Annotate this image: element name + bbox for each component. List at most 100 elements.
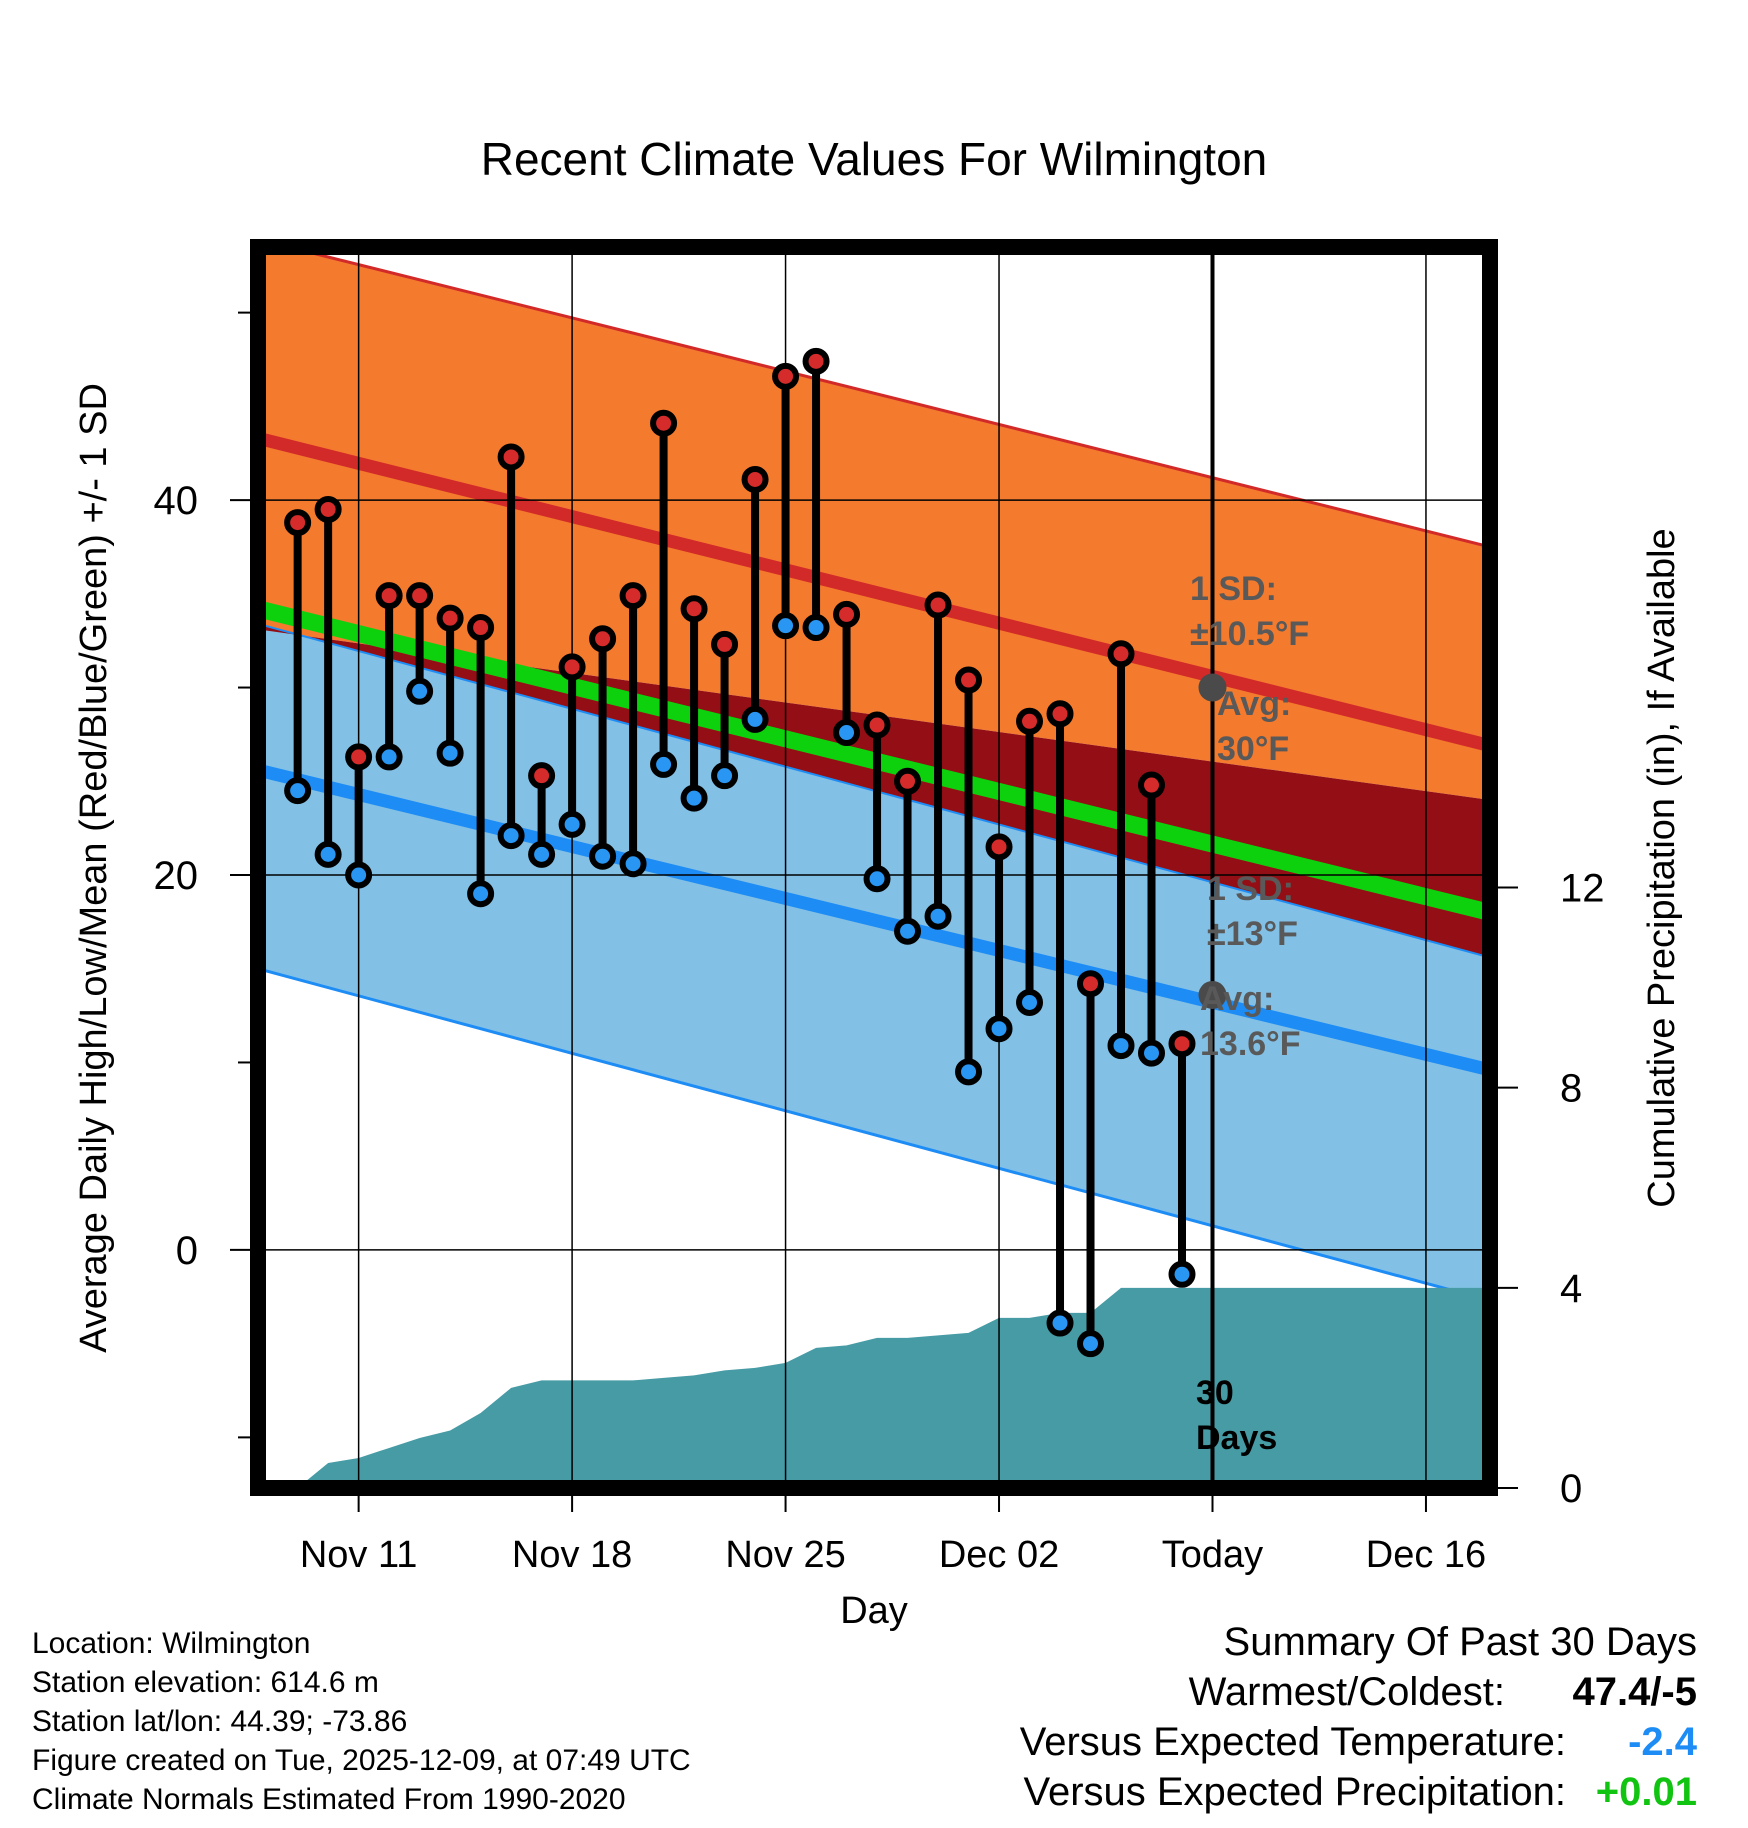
- info-location: Location: Wilmington: [32, 1627, 311, 1660]
- y2-axis-label: Cumulative Precipitation (in), If Availa…: [1641, 528, 1683, 1207]
- low-temp-point: [650, 750, 678, 778]
- high-plus-sd-line: [281, 247, 1490, 549]
- summary-temp-label: Versus Expected Temperature:: [1019, 1720, 1566, 1764]
- high-temp-point: [1107, 640, 1135, 668]
- low-temp-point: [589, 842, 617, 870]
- high-temp-point: [650, 409, 678, 437]
- y2-tick-label: 4: [1560, 1267, 1582, 1311]
- low-temp-point: [1138, 1039, 1166, 1067]
- summary-warmest-value: 47.4/-5: [1572, 1670, 1697, 1714]
- summary-precip-label: Versus Expected Precipitation:: [1023, 1770, 1566, 1814]
- low-temp-point: [345, 861, 373, 889]
- plot-area: 1 SD: ±10.5°F Avg: 30°F 1 SD: ±13°F Avg: 13.6°F…: [154, 239, 1605, 1576]
- high-temp-point: [528, 762, 556, 790]
- low-temp-point: [772, 612, 800, 640]
- low-temp-point: [680, 784, 708, 812]
- low-temp-point: [1107, 1032, 1135, 1060]
- high-temp-point: [680, 595, 708, 623]
- annotation-low-avg-label: Avg:: [1200, 980, 1274, 1018]
- high-temp-point: [741, 465, 769, 493]
- info-elevation: Station elevation: 614.6 m: [32, 1666, 379, 1699]
- annotation-high-avg-value: 30°F: [1217, 730, 1289, 768]
- high-temp-point: [955, 666, 983, 694]
- y-tick-label: 40: [154, 479, 199, 523]
- annotation-days-count: 30: [1196, 1374, 1234, 1412]
- high-temp-point: [345, 743, 373, 771]
- high-temp-point: [558, 653, 586, 681]
- y2-tick-label: 8: [1560, 1067, 1582, 1111]
- high-temp-point: [1077, 970, 1105, 998]
- low-temp-point: [497, 822, 525, 850]
- low-temp-point: [314, 840, 342, 868]
- low-temp-point: [1077, 1330, 1105, 1358]
- annotation-low-sd-value: ±13°F: [1207, 915, 1298, 953]
- low-temp-point: [833, 719, 861, 747]
- low-temp-point: [711, 762, 739, 790]
- low-temp-point: [802, 614, 830, 642]
- low-temp-point: [375, 743, 403, 771]
- info-normals: Climate Normals Estimated From 1990-2020: [32, 1783, 626, 1816]
- low-temp-point: [558, 810, 586, 838]
- summary-temp-value: -2.4: [1628, 1720, 1697, 1764]
- low-temp-point: [741, 705, 769, 733]
- low-minus-sd-line: [258, 967, 1490, 1302]
- high-temp-point: [314, 495, 342, 523]
- high-temp-point: [497, 443, 525, 471]
- high-temp-point: [1046, 700, 1074, 728]
- high-temp-point: [924, 591, 952, 619]
- high-temp-point: [284, 509, 312, 537]
- high-temp-point: [406, 582, 434, 610]
- today-high-avg-marker: [1198, 673, 1227, 702]
- low-temp-point: [436, 739, 464, 767]
- annotation-high-sd-label: 1 SD:: [1190, 570, 1277, 608]
- plot-frame: [250, 239, 1498, 1496]
- low-temp-point: [284, 777, 312, 805]
- y-tick-label: 20: [154, 854, 199, 898]
- y-axis-label: Average Daily High/Low/Mean (Red/Blue/Gr…: [73, 383, 115, 1353]
- summary-warmest-label: Warmest/Coldest:: [1188, 1670, 1505, 1714]
- annotation-low-sd-label: 1 SD:: [1207, 870, 1294, 908]
- y-tick-label: 0: [176, 1229, 198, 1273]
- high-temp-point: [863, 711, 891, 739]
- chart-title: Recent Climate Values For Wilmington: [481, 133, 1268, 185]
- high-temp-point: [589, 625, 617, 653]
- annotation-days-label: Days: [1196, 1419, 1277, 1457]
- x-tick-label: Nov 18: [512, 1534, 632, 1576]
- low-temp-point: [1046, 1309, 1074, 1337]
- x-axis-label: Day: [840, 1590, 908, 1632]
- annotation-high-avg-label: Avg:: [1217, 685, 1291, 723]
- summary-title: Summary Of Past 30 Days: [1223, 1620, 1697, 1664]
- low-temp-point: [863, 865, 891, 893]
- high-temp-point: [833, 600, 861, 628]
- x-tick-label: Nov 25: [725, 1534, 845, 1576]
- low-temp-point: [985, 1015, 1013, 1043]
- x-tick-label: Dec 16: [1366, 1534, 1486, 1576]
- high-temp-point: [436, 604, 464, 632]
- low-temp-point: [955, 1058, 983, 1086]
- high-temp-point: [985, 833, 1013, 861]
- low-temp-point: [467, 880, 495, 908]
- low-temp-point: [619, 850, 647, 878]
- today-low-avg-marker: [1198, 980, 1227, 1009]
- high-temp-point: [772, 362, 800, 390]
- high-temp-point: [467, 614, 495, 642]
- high-temp-point: [802, 347, 830, 375]
- annotation-low-avg-value: 13.6°F: [1200, 1025, 1301, 1063]
- high-temp-point: [375, 582, 403, 610]
- plot-content: [258, 247, 1490, 1488]
- low-temp-point: [406, 677, 434, 705]
- low-temp-point: [924, 902, 952, 930]
- high-temp-point: [1138, 771, 1166, 799]
- x-tick-label: Dec 02: [939, 1534, 1059, 1576]
- info-created: Figure created on Tue, 2025-12-09, at 07…: [32, 1744, 691, 1777]
- low-normal-line: [258, 763, 1490, 1077]
- x-tick-label: Today: [1162, 1534, 1263, 1576]
- annotation-high-sd-value: ±10.5°F: [1190, 615, 1309, 653]
- precipitation-area: [258, 1287, 1490, 1488]
- x-tick-label: Nov 11: [300, 1534, 418, 1576]
- high-temp-point: [619, 582, 647, 610]
- low-temp-point: [528, 840, 556, 868]
- low-temp-point: [1016, 988, 1044, 1016]
- summary-precip-value: +0.01: [1595, 1770, 1697, 1814]
